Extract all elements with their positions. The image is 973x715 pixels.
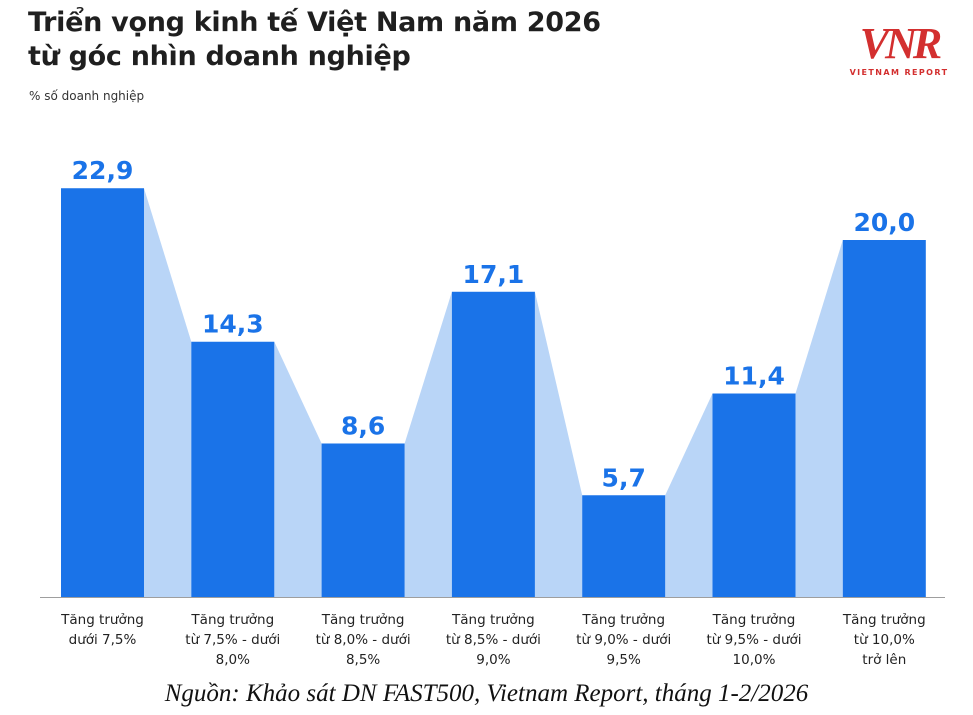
vietnam-report-logo: VNR	[838, 8, 960, 80]
connector-area	[144, 188, 192, 598]
x-tick-label: Tăng trưởng từ 9,0% - dưới 9,5%	[576, 612, 671, 668]
bar	[712, 393, 796, 597]
chart-title-line-1: Triển vọng kinh tế Việt Nam năm 2026	[28, 7, 601, 38]
connector-area	[534, 291, 583, 597]
data-label: 8,6	[341, 411, 385, 440]
chart-title-line-2: từ góc nhìn doanh nghiệp	[28, 41, 411, 72]
bar	[61, 188, 144, 598]
connector-area	[665, 393, 713, 597]
source-note: Nguồn: Khảo sát DN FAST500, Vietnam Repo…	[164, 680, 809, 707]
bar	[191, 341, 275, 597]
x-tick-label: Tăng trưởng từ 8,5% - dưới 9,0%	[446, 612, 541, 668]
vnr-logo-mark: VNR	[860, 19, 945, 68]
logo-text: VNR	[860, 19, 941, 68]
connector-area	[274, 341, 322, 597]
bar	[582, 495, 666, 597]
x-tick-label: Tăng trưởng từ 7,5% - dưới 8,0%	[185, 612, 280, 668]
data-label: 11,4	[723, 362, 785, 391]
data-label: 22,9	[72, 156, 134, 185]
chart-title: Triển vọng kinh tế Việt Nam năm 2026 từ …	[28, 6, 601, 74]
bar	[842, 240, 926, 597]
data-label: 20,0	[853, 208, 915, 237]
data-label: 17,1	[463, 260, 525, 289]
logo-tagline: VIETNAM REPORT	[849, 68, 949, 77]
data-label: 5,7	[602, 463, 646, 492]
x-tick-label: Tăng trưởng từ 10,0% trở lên	[842, 612, 926, 668]
bar	[321, 443, 405, 597]
bar	[451, 291, 535, 597]
data-label: 14,3	[202, 310, 264, 339]
connector-area	[404, 291, 452, 597]
unit-label: % số doanh nghiệp	[29, 89, 145, 103]
x-tick-label: Tăng trưởng dưới 7,5%	[60, 612, 144, 648]
connector-area	[795, 240, 843, 597]
x-tick-label: Tăng trưởng từ 8,0% - dưới 8,5%	[316, 612, 411, 668]
x-tick-label: Tăng trưởng từ 9,5% - dưới 10,0%	[706, 612, 801, 668]
